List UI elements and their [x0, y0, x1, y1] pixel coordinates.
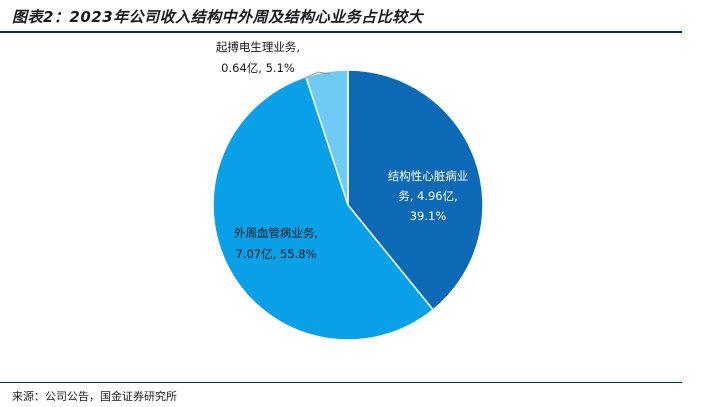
title-divider [0, 31, 682, 33]
slice-label-2: 外周血管病业务, 7.07亿, 55.8% [234, 226, 318, 261]
slice-label-3: 起搏电生理业务, 0.64亿, 5.1% [216, 40, 300, 75]
chart-title: 图表2：2023年公司收入结构中外周及结构心业务占比较大 [12, 8, 424, 26]
pie-slice-2 [212, 75, 435, 341]
slice-label-line: 结构性心脏病业 [388, 169, 469, 183]
source-divider [0, 382, 682, 383]
source-note: 来源：公司公告，国金证券研究所 [12, 390, 177, 403]
pie-slice-3 [304, 69, 349, 206]
slice-label-line: 外周血管病业务, [234, 226, 318, 240]
slice-label-line: 7.07亿, 55.8% [236, 247, 317, 261]
pie-slice-1 [347, 69, 484, 311]
slice-label-line: 起搏电生理业务, [216, 40, 300, 54]
slice-label-1: 结构性心脏病业务, 4.96亿, 39.1% [388, 169, 469, 223]
slice-label-line: 0.64亿, 5.1% [221, 61, 295, 75]
slice-label-line: 务, 4.96亿, [398, 189, 458, 203]
leader-line [299, 71, 331, 81]
slice-label-line: 39.1% [410, 209, 447, 223]
